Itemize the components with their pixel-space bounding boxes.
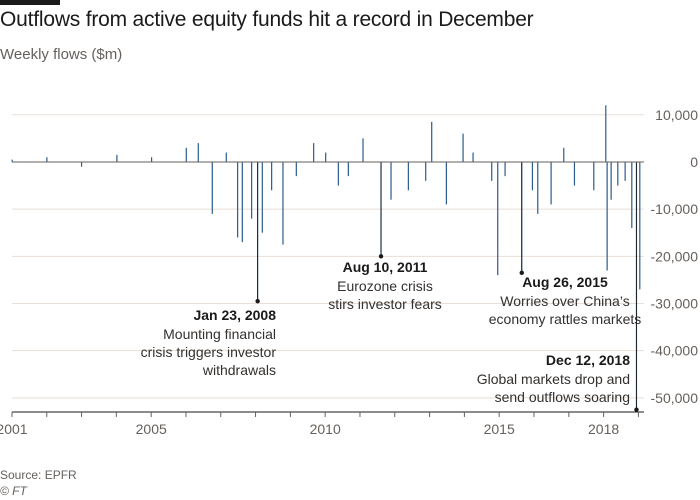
annotation-layer: Jan 23, 2008 Mounting financial crisis tri… bbox=[141, 161, 642, 412]
x-tick-label: 2010 bbox=[310, 421, 341, 437]
y-tick-label: -10,000 bbox=[651, 201, 699, 217]
flow-bar bbox=[362, 138, 364, 162]
y-tick-label: -20,000 bbox=[651, 248, 699, 264]
flow-bar bbox=[237, 161, 239, 238]
flow-bar bbox=[462, 133, 464, 162]
flow-bar bbox=[610, 161, 612, 200]
annotation-date: Jan 23, 2008 bbox=[193, 307, 276, 323]
source-note: Source: EPFR bbox=[0, 468, 77, 482]
annotation-dot bbox=[519, 270, 524, 276]
flow-bar bbox=[313, 143, 315, 162]
flow-bar bbox=[606, 161, 608, 271]
ft-credit: © FT bbox=[0, 484, 27, 498]
flow-bar bbox=[631, 161, 633, 229]
axis-layer: 10,000 0 -10,000 -20,000 -30,000 -40,000 -50,0… bbox=[0, 107, 698, 437]
flow-bar bbox=[197, 143, 199, 162]
flow-bar bbox=[550, 161, 552, 205]
annotation-text: Global markets drop and bbox=[477, 371, 630, 387]
ft-top-rule bbox=[0, 0, 60, 5]
flow-bar bbox=[251, 161, 253, 219]
flow-bar bbox=[211, 161, 213, 214]
flow-bar bbox=[11, 159, 13, 162]
y-tick-label: 10,000 bbox=[655, 107, 698, 123]
flow-bar bbox=[337, 161, 339, 186]
flow-bar bbox=[425, 161, 427, 181]
annotation-dot bbox=[634, 407, 639, 412]
flow-bar bbox=[639, 161, 641, 290]
flow-bar bbox=[531, 161, 534, 191]
flow-bar bbox=[241, 161, 243, 243]
x-tick-label: 2001 bbox=[0, 421, 28, 437]
annotation-text: withdrawals bbox=[202, 362, 276, 378]
x-tick-label: 2005 bbox=[136, 421, 167, 437]
annotation-date: Dec 12, 2018 bbox=[546, 352, 630, 368]
flow-bar bbox=[80, 161, 83, 167]
flow-bar bbox=[347, 161, 349, 177]
flow-bar bbox=[295, 161, 297, 177]
flow-bar bbox=[497, 161, 499, 276]
y-tick-label: 0 bbox=[690, 154, 698, 170]
flow-bar bbox=[150, 157, 153, 162]
annotation-date: Aug 26, 2015 bbox=[522, 274, 608, 290]
annotation-text: Worries over China’s bbox=[500, 293, 629, 309]
y-tick-label: -50,000 bbox=[651, 390, 699, 406]
annotation-text: Mounting financial bbox=[163, 326, 276, 342]
x-tick-label: 2015 bbox=[484, 421, 515, 437]
flow-bar bbox=[593, 161, 595, 191]
flow-bar bbox=[472, 152, 474, 162]
annotation-text: Eurozone crisis bbox=[337, 278, 433, 294]
annotation-text: send outflows soaring bbox=[495, 389, 630, 405]
flow-bar bbox=[624, 161, 626, 181]
x-tick-label: 2018 bbox=[588, 421, 619, 437]
grid-layer bbox=[12, 114, 644, 399]
annotation-dot bbox=[255, 298, 260, 304]
flow-bar bbox=[537, 161, 539, 214]
chart-subtitle: Weekly flows ($m) bbox=[0, 46, 123, 63]
flow-bar bbox=[573, 161, 576, 186]
flow-bar bbox=[445, 161, 447, 205]
flow-bar bbox=[563, 147, 565, 162]
flow-bar bbox=[116, 154, 118, 162]
flow-bar bbox=[617, 161, 619, 186]
y-tick-label: -40,000 bbox=[651, 343, 699, 359]
annotation-text: crisis triggers investor bbox=[141, 344, 277, 360]
flow-bar bbox=[225, 152, 227, 162]
flow-bar bbox=[46, 157, 48, 162]
flow-bar bbox=[261, 161, 263, 233]
flow-bar bbox=[390, 161, 392, 200]
flow-bar bbox=[431, 121, 433, 162]
flow-bar bbox=[325, 152, 327, 162]
flow-bar bbox=[491, 161, 493, 181]
annotation-date: Aug 10, 2011 bbox=[343, 259, 428, 275]
chart-title: Outflows from active equity funds hit a … bbox=[0, 8, 534, 31]
annotation-text: stirs investor fears bbox=[328, 296, 442, 312]
flow-bar bbox=[282, 161, 284, 245]
annotation-dot bbox=[378, 254, 384, 259]
flow-bar bbox=[185, 147, 187, 162]
flow-bar bbox=[605, 105, 607, 162]
flow-bar bbox=[271, 161, 273, 191]
flow-bar bbox=[407, 161, 409, 191]
flow-bar bbox=[504, 161, 506, 177]
y-tick-label: -30,000 bbox=[651, 295, 699, 311]
annotation-text: economy rattles markets bbox=[489, 311, 642, 327]
